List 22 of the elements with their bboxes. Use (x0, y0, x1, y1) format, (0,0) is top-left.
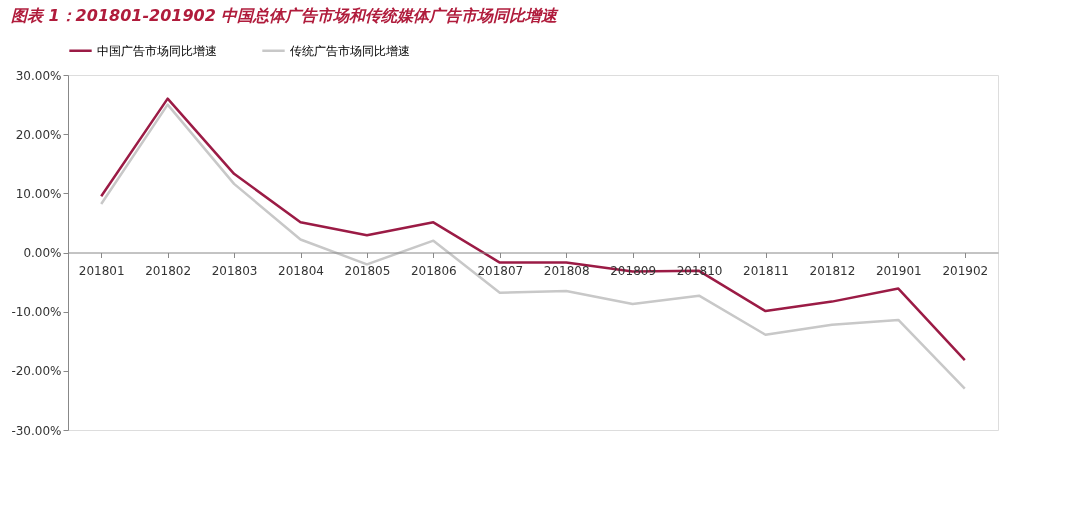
x-tick-label: 201811 (743, 264, 789, 278)
chart-title: 图表 1：201801-201902 中国总体广告市场和传统媒体广告市场同比增速 (10, 6, 560, 25)
x-tick-label: 201902 (942, 264, 989, 278)
x-tick-label: 201803 (211, 264, 258, 278)
x-tick-label: 201812 (809, 264, 856, 278)
x-tick-label: 201802 (145, 264, 192, 278)
y-tick-label: 30.00% (15, 68, 62, 83)
x-tick-label: 201808 (543, 264, 590, 278)
x-tick-label: 201805 (344, 264, 391, 278)
x-tick-label: 201804 (278, 264, 324, 278)
legend-label: 传统广告市场同比增速 (290, 43, 410, 58)
y-tick-label: 10.00% (15, 186, 62, 201)
y-tick-label: -20.00% (11, 364, 62, 379)
x-tick-label: 201801 (78, 264, 125, 278)
x-tick-label: 201806 (410, 264, 457, 278)
y-tick-label: 0.00% (23, 246, 62, 260)
y-tick-label: -10.00% (11, 305, 62, 320)
y-tick-label: 20.00% (15, 127, 62, 142)
x-tick-label: 201901 (875, 264, 922, 278)
y-tick-label: -30.00% (11, 423, 62, 438)
legend-label: 中国广告市场同比增速 (97, 43, 217, 58)
x-tick-label: 201807 (477, 264, 524, 278)
